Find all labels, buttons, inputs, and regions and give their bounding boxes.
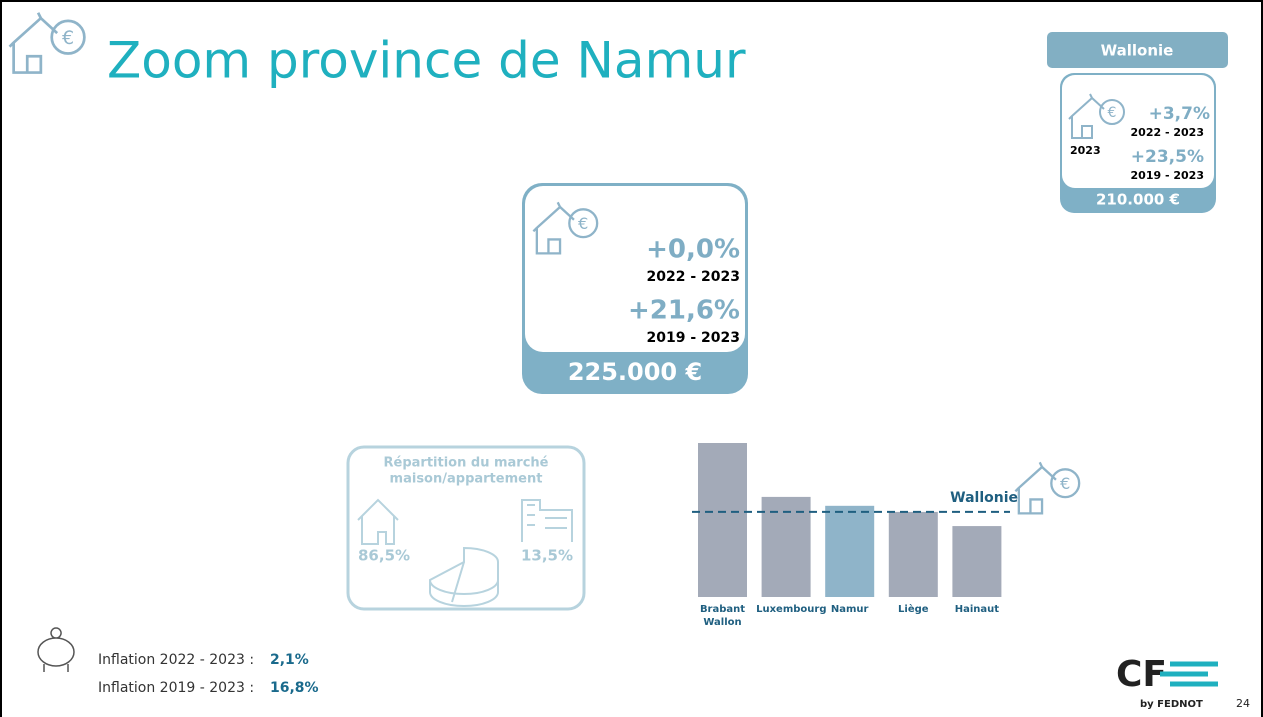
page-number: 24	[1236, 697, 1250, 710]
bar	[761, 496, 811, 597]
market-box	[346, 445, 586, 611]
x-tick-label: Hainaut	[954, 604, 1000, 615]
inflation-value: 2,1%	[270, 652, 309, 668]
apartment-share: 13,5%	[521, 547, 573, 565]
logo-stripes	[1160, 661, 1218, 687]
logo: CF	[1116, 654, 1167, 695]
change: +3,7%	[1149, 104, 1210, 124]
building-icon	[521, 499, 573, 542]
wallonie-inner	[1062, 75, 1214, 188]
x-tick-label: Liège	[898, 604, 929, 615]
wallonie-label: Wallonie	[1101, 42, 1174, 60]
price: 225.000 €	[568, 358, 702, 386]
price: 210.000 €	[1096, 191, 1180, 209]
change: +21,6%	[628, 296, 740, 326]
inflation-label: Inflation 2019 - 2023 :	[98, 680, 254, 696]
bar-chart: Wallonie	[692, 443, 1018, 597]
icon	[1014, 461, 1081, 515]
market-title: maison/appartement	[390, 472, 543, 487]
change: +23,5%	[1131, 147, 1204, 167]
house-share: 86,5%	[358, 547, 410, 565]
title: Zoom province de Namur	[107, 32, 746, 90]
bar	[825, 505, 875, 597]
period: 2019 - 2023	[1131, 169, 1204, 182]
logo-sub: by FEDNOT	[1140, 699, 1203, 710]
inflation-value: 16,8%	[270, 680, 319, 696]
house-icon	[357, 498, 399, 545]
year: 2023	[1070, 144, 1101, 157]
period: 2022 - 2023	[647, 269, 741, 285]
period: 2022 - 2023	[1131, 126, 1204, 139]
bar	[698, 443, 747, 597]
change: +0,0%	[646, 235, 740, 265]
inflation: Inflation 2022 - 2023 : 2,1% Inflation 2…	[98, 652, 319, 696]
reference-label: Wallonie	[950, 490, 1018, 506]
x-tick-label: Luxembourg	[756, 604, 827, 615]
x-tick-label: Namur	[830, 604, 869, 615]
wallonie-tab	[1047, 32, 1228, 68]
pie-icon	[428, 546, 499, 607]
piggy-icon	[37, 627, 75, 672]
period: 2019 - 2023	[647, 330, 741, 346]
bar	[888, 511, 938, 597]
bar	[952, 526, 1002, 597]
inflation-label: Inflation 2022 - 2023 :	[98, 652, 254, 668]
x-tick-label: Brabant Wallon	[699, 604, 746, 628]
title-icon	[8, 11, 86, 74]
market-title: Répartition du marché	[384, 456, 549, 471]
